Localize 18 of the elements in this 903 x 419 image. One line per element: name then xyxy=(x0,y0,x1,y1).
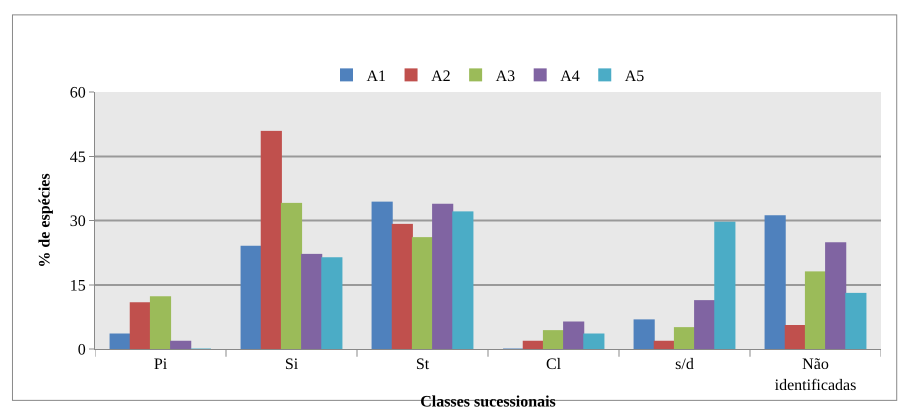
y-tick-label: 30 xyxy=(70,213,86,230)
legend-label: A5 xyxy=(624,68,644,86)
x-tick-label: Não identificadas xyxy=(774,356,856,394)
legend-label: A3 xyxy=(496,68,516,86)
x-axis-title: Classes sucessionais xyxy=(420,394,556,411)
y-axis-title: % de espécies xyxy=(36,173,54,268)
legend-label: A4 xyxy=(560,68,580,86)
x-tick-label: St xyxy=(416,356,430,374)
y-tick-label: 15 xyxy=(70,277,86,294)
legend-label: A2 xyxy=(431,68,451,86)
y-tick-label: 0 xyxy=(78,342,86,359)
y-tick-label: 60 xyxy=(70,84,86,102)
x-tick-label: Pi xyxy=(154,356,168,374)
legend-label: A1 xyxy=(366,68,386,86)
x-tick-label: s/d xyxy=(675,356,694,374)
x-tick-label: Si xyxy=(284,356,299,374)
y-tick-label: 45 xyxy=(70,148,86,166)
x-tick-label: Cl xyxy=(546,356,562,374)
